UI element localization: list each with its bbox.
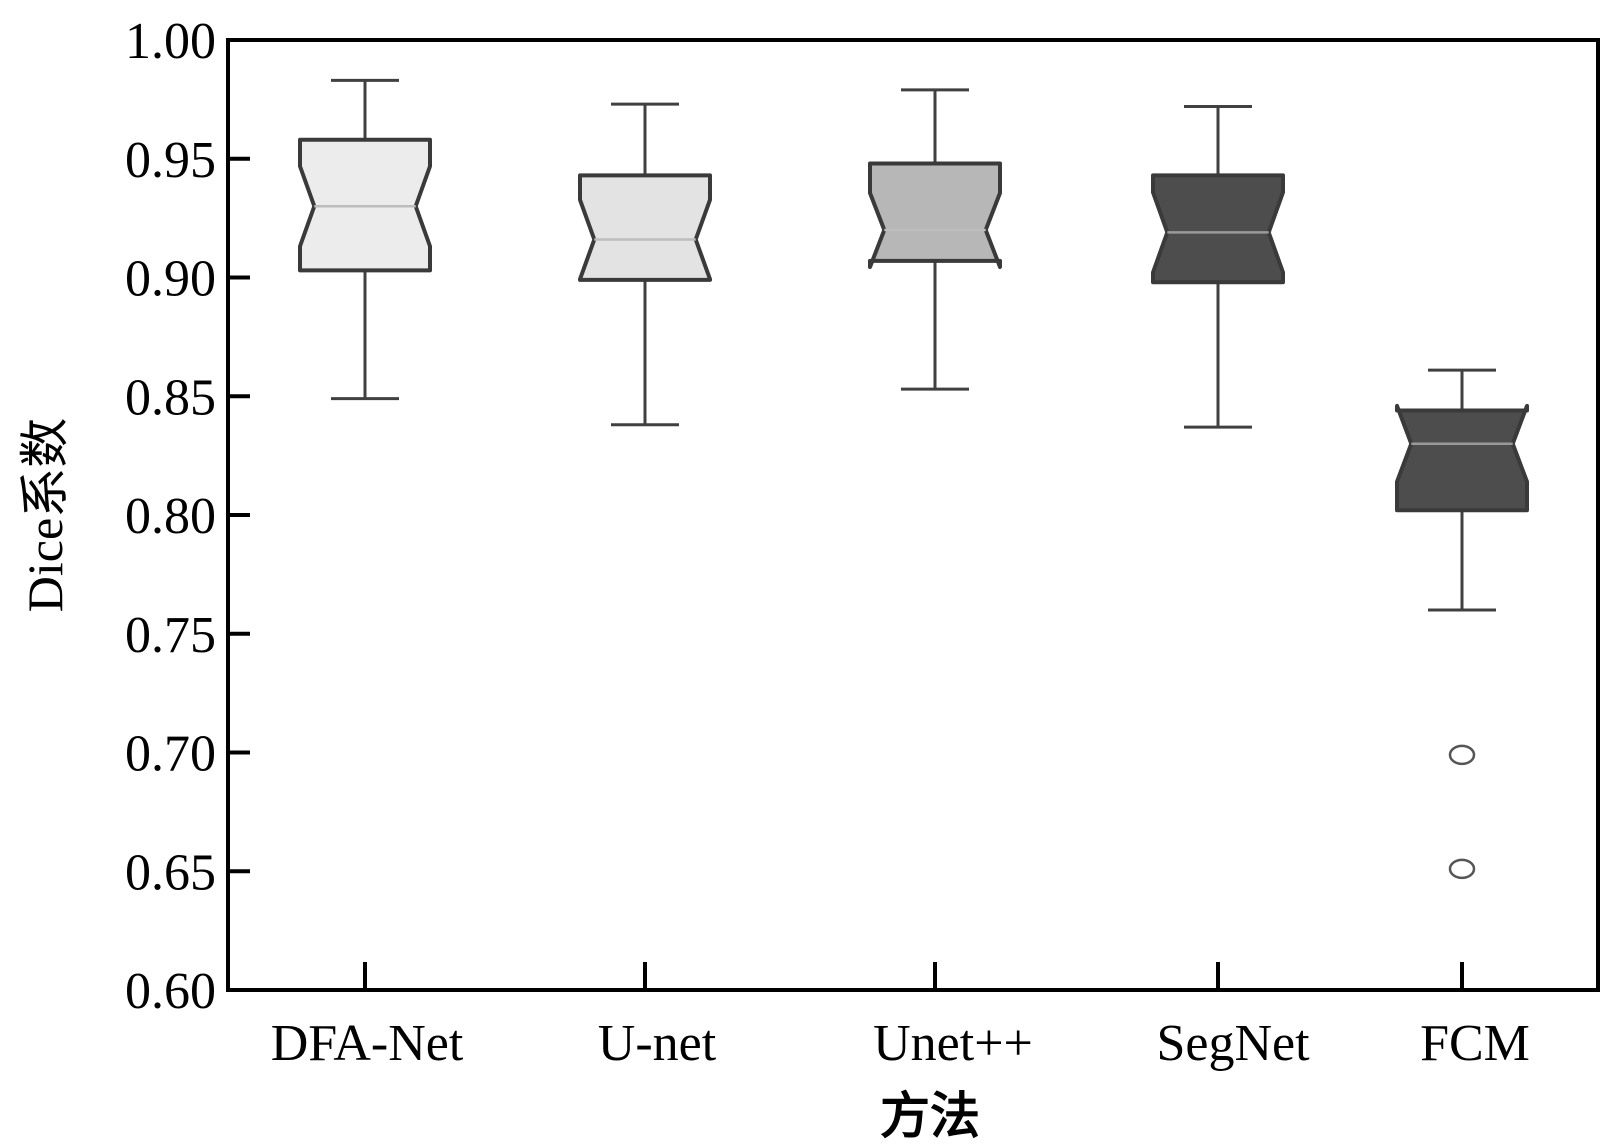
y-tick-label: 0.90 <box>125 251 216 308</box>
box-body <box>578 173 712 282</box>
y-tick-label: 1.00 <box>125 13 216 70</box>
x-tick-label: SegNet <box>1156 1015 1310 1072</box>
box-dfa-net <box>298 78 432 401</box>
y-tick-label: 0.95 <box>125 132 216 189</box>
x-tick-label: Unet++ <box>873 1015 1033 1072</box>
box-fcm <box>1395 368 1529 880</box>
y-tick-label: 0.70 <box>125 726 216 783</box>
y-tick-label: 0.80 <box>125 488 216 545</box>
outlier-point <box>1448 858 1476 880</box>
y-tick-label: 0.85 <box>125 369 216 426</box>
box-segnet <box>1151 105 1285 429</box>
y-tick-label: 0.75 <box>125 607 216 664</box>
y-tick-label: 0.65 <box>125 844 216 901</box>
y-axis-title: Dice系数 <box>17 418 73 612</box>
box-body <box>1395 403 1529 513</box>
box-unet- <box>868 88 1002 391</box>
box-u-net <box>578 102 712 427</box>
outlier-point <box>1448 744 1476 766</box>
x-axis-title: 方法 <box>880 1088 980 1144</box>
box-body <box>1151 173 1285 285</box>
y-tick-label: 0.60 <box>125 963 216 1020</box>
x-tick-label: FCM <box>1420 1015 1530 1072</box>
x-tick-label: U-net <box>598 1015 717 1072</box>
x-tick-label: DFA-Net <box>271 1015 464 1072</box>
box-body <box>868 161 1002 270</box>
